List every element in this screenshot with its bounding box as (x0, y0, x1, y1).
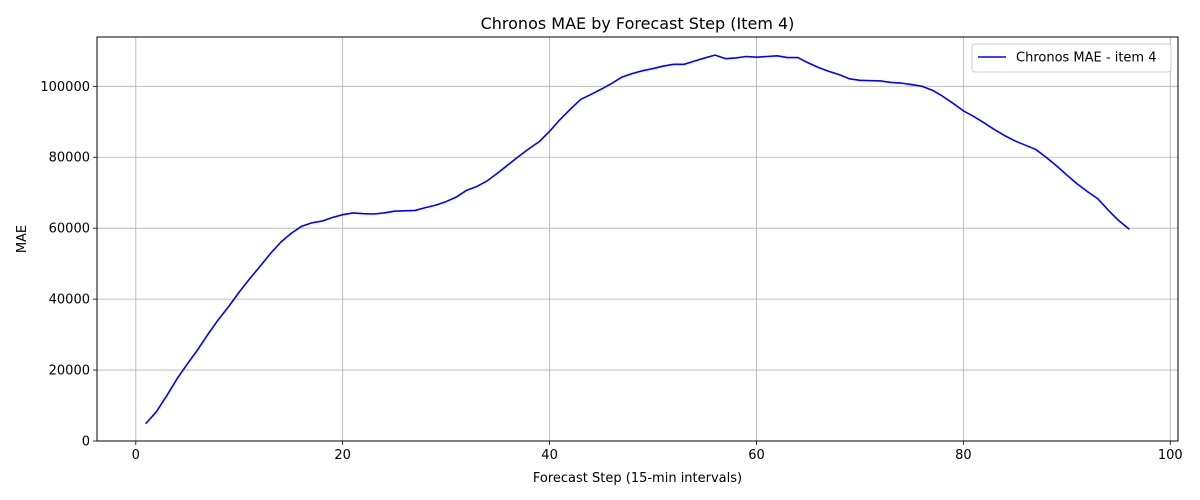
x-tick-label: 80 (955, 448, 972, 463)
series-line (145, 54, 1130, 425)
plot-frame (96, 36, 1179, 442)
y-axis-label: MAE (15, 225, 30, 253)
y-tick-label: 40000 (49, 293, 90, 308)
y-tick-label: 0 (82, 435, 90, 450)
series-layer (145, 54, 1130, 425)
x-tick-label: 0 (132, 448, 140, 463)
x-tick-label: 60 (748, 448, 765, 463)
x-axis-ticks: 0 20 40 60 80 100 (132, 441, 1183, 463)
x-axis-label: Forecast Step (15-min intervals) (533, 471, 742, 486)
legend: Chronos MAE - item 4 (971, 43, 1172, 73)
y-tick-label: 20000 (49, 364, 90, 379)
y-axis-ticks: 0 20000 40000 60000 80000 100000 (40, 80, 97, 450)
x-tick-label: 40 (541, 448, 558, 463)
legend-label: Chronos MAE - item 4 (1016, 51, 1156, 66)
legend-box (971, 43, 1172, 73)
y-tick-label: 60000 (49, 222, 90, 237)
chart-title: Chronos MAE by Forecast Step (Item 4) (481, 14, 795, 33)
y-tick-label: 80000 (49, 151, 90, 166)
x-tick-label: 20 (334, 448, 351, 463)
y-tick-label: 100000 (40, 80, 90, 95)
x-tick-label: 100 (1158, 448, 1183, 463)
